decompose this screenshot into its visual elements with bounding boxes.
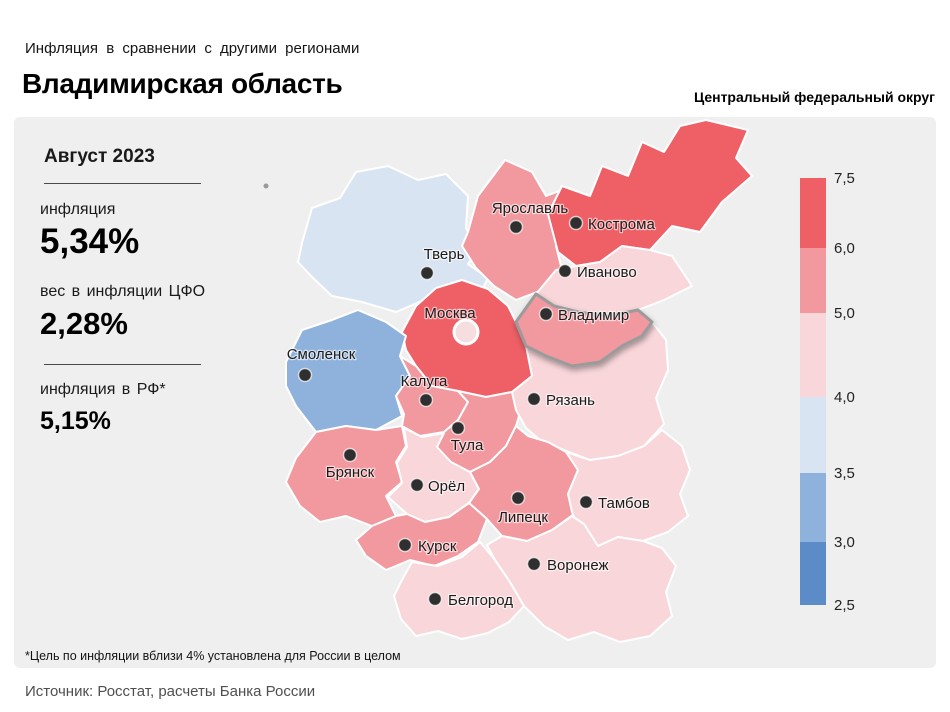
page-title: Владимирская область <box>22 68 343 99</box>
footnote: *Цель по инфляции вблизи 4% установлена … <box>25 649 401 663</box>
source-caption: Источник: Росстат, расчеты Банка России <box>25 683 316 700</box>
inflation-value: 5,34% <box>40 222 140 261</box>
period-label: Август 2023 <box>44 146 155 167</box>
district-label: Центральный федеральный округ <box>693 89 935 105</box>
header-subtitle: Инфляция в сравнении с другими регионами <box>25 40 360 57</box>
inflation-label: инфляция <box>40 201 116 218</box>
weight-value: 2,28% <box>40 306 128 341</box>
rf-inflation-label: инфляция в РФ* <box>40 381 166 398</box>
divider <box>44 183 201 184</box>
rf-inflation-value: 5,15% <box>40 407 111 435</box>
divider <box>44 364 201 365</box>
weight-label: вес в инфляции ЦФО <box>40 283 206 300</box>
